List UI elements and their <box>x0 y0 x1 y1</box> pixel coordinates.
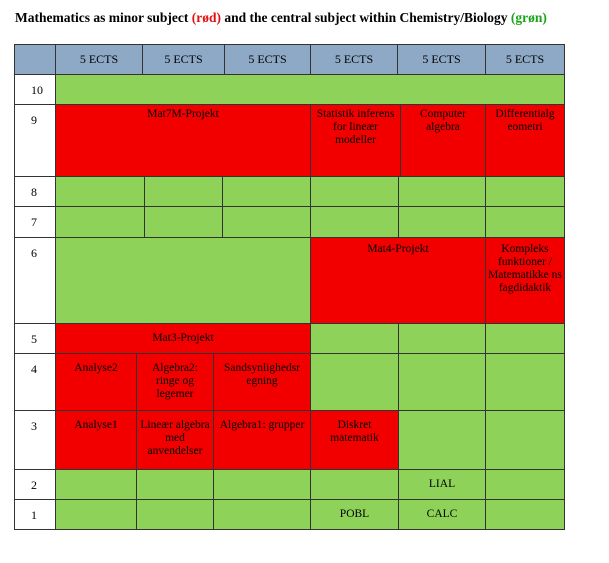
cell-row7-6 <box>485 206 565 238</box>
cell-diskret-matematik: Diskret matematik <box>310 410 399 470</box>
cell-algebra1: Algebra1: grupper <box>213 410 311 470</box>
cell-row7-4 <box>310 206 399 238</box>
cell-pobl: POBL <box>310 499 399 530</box>
row-number-10: 10 <box>14 74 56 105</box>
cell-row5-4 <box>310 323 399 354</box>
cell-row1-2 <box>136 499 214 530</box>
cell-lial: LIAL <box>398 469 486 500</box>
cell-kompleks: Kompleks funktioner / Matematikke ns fag… <box>485 237 565 324</box>
cell-row7-5 <box>398 206 486 238</box>
row-number-7: 7 <box>14 206 56 238</box>
cell-row8-6 <box>485 176 565 207</box>
cell-row7-3 <box>222 206 311 238</box>
cell-row5-6 <box>485 323 565 354</box>
cell-row5-5 <box>398 323 486 354</box>
cell-row3-6 <box>485 410 565 470</box>
cell-mat3-projekt: Mat3-Projekt <box>55 323 311 354</box>
cell-row4-6 <box>485 353 565 411</box>
cell-analyse1: Analyse1 <box>55 410 137 470</box>
cell-row1-3 <box>213 499 311 530</box>
cell-row6-green <box>55 237 311 324</box>
cell-row1-6 <box>485 499 565 530</box>
header-ects-1: 5 ECTS <box>55 44 143 75</box>
cell-differentialgeometri: Differentialg eometri <box>485 104 565 177</box>
row-number-9: 9 <box>14 104 56 177</box>
cell-row2-4 <box>310 469 399 500</box>
row-number-6: 6 <box>14 237 56 324</box>
cell-row8-5 <box>398 176 486 207</box>
header-ects-3: 5 ECTS <box>224 44 311 75</box>
cell-row2-2 <box>136 469 214 500</box>
cell-row8-3 <box>222 176 311 207</box>
row-number-3: 3 <box>14 410 56 470</box>
row-number-2: 2 <box>14 469 56 500</box>
row-number-4: 4 <box>14 353 56 411</box>
row-number-1: 1 <box>14 499 56 530</box>
cell-row3-5 <box>398 410 486 470</box>
cell-row2-1 <box>55 469 137 500</box>
header-ects-5: 5 ECTS <box>397 44 486 75</box>
header-ects-2: 5 ECTS <box>142 44 225 75</box>
cell-mat7m-projekt: Mat7M-Projekt <box>55 104 311 177</box>
cell-sandsynlighedsregning: Sandsynlighedsr egning <box>213 353 311 411</box>
cell-computer-algebra: Computer algebra <box>400 104 486 177</box>
cell-mat4-projekt: Mat4-Projekt <box>310 237 486 324</box>
cell-row4-5 <box>398 353 486 411</box>
cell-row8-4 <box>310 176 399 207</box>
cell-statistik: Statistik inferens for lineær modeller <box>310 104 401 177</box>
cell-row2-3 <box>213 469 311 500</box>
header-corner <box>14 44 56 75</box>
red-legend-word: (rød) <box>191 10 221 25</box>
cell-row7-2 <box>144 206 223 238</box>
cell-analyse2: Analyse2 <box>55 353 137 411</box>
cell-row2-6 <box>485 469 565 500</box>
header-ects-4: 5 ECTS <box>310 44 398 75</box>
header-ects-6: 5 ECTS <box>485 44 565 75</box>
cell-row7-1 <box>55 206 145 238</box>
cell-row1-1 <box>55 499 137 530</box>
cell-lineaer-algebra: Lineær algebra med anvendelser <box>136 410 214 470</box>
green-legend-word: (grøn) <box>510 10 547 25</box>
page-title: Mathematics as minor subject (rød) and t… <box>15 10 547 25</box>
cell-row8-2 <box>144 176 223 207</box>
cell-calc: CALC <box>398 499 486 530</box>
row-number-5: 5 <box>14 323 56 354</box>
cell-row10-green <box>55 74 565 105</box>
cell-algebra2: Algebra2: ringe og legemer <box>136 353 214 411</box>
cell-row8-1 <box>55 176 145 207</box>
row-number-8: 8 <box>14 176 56 207</box>
cell-row4-4 <box>310 353 399 411</box>
